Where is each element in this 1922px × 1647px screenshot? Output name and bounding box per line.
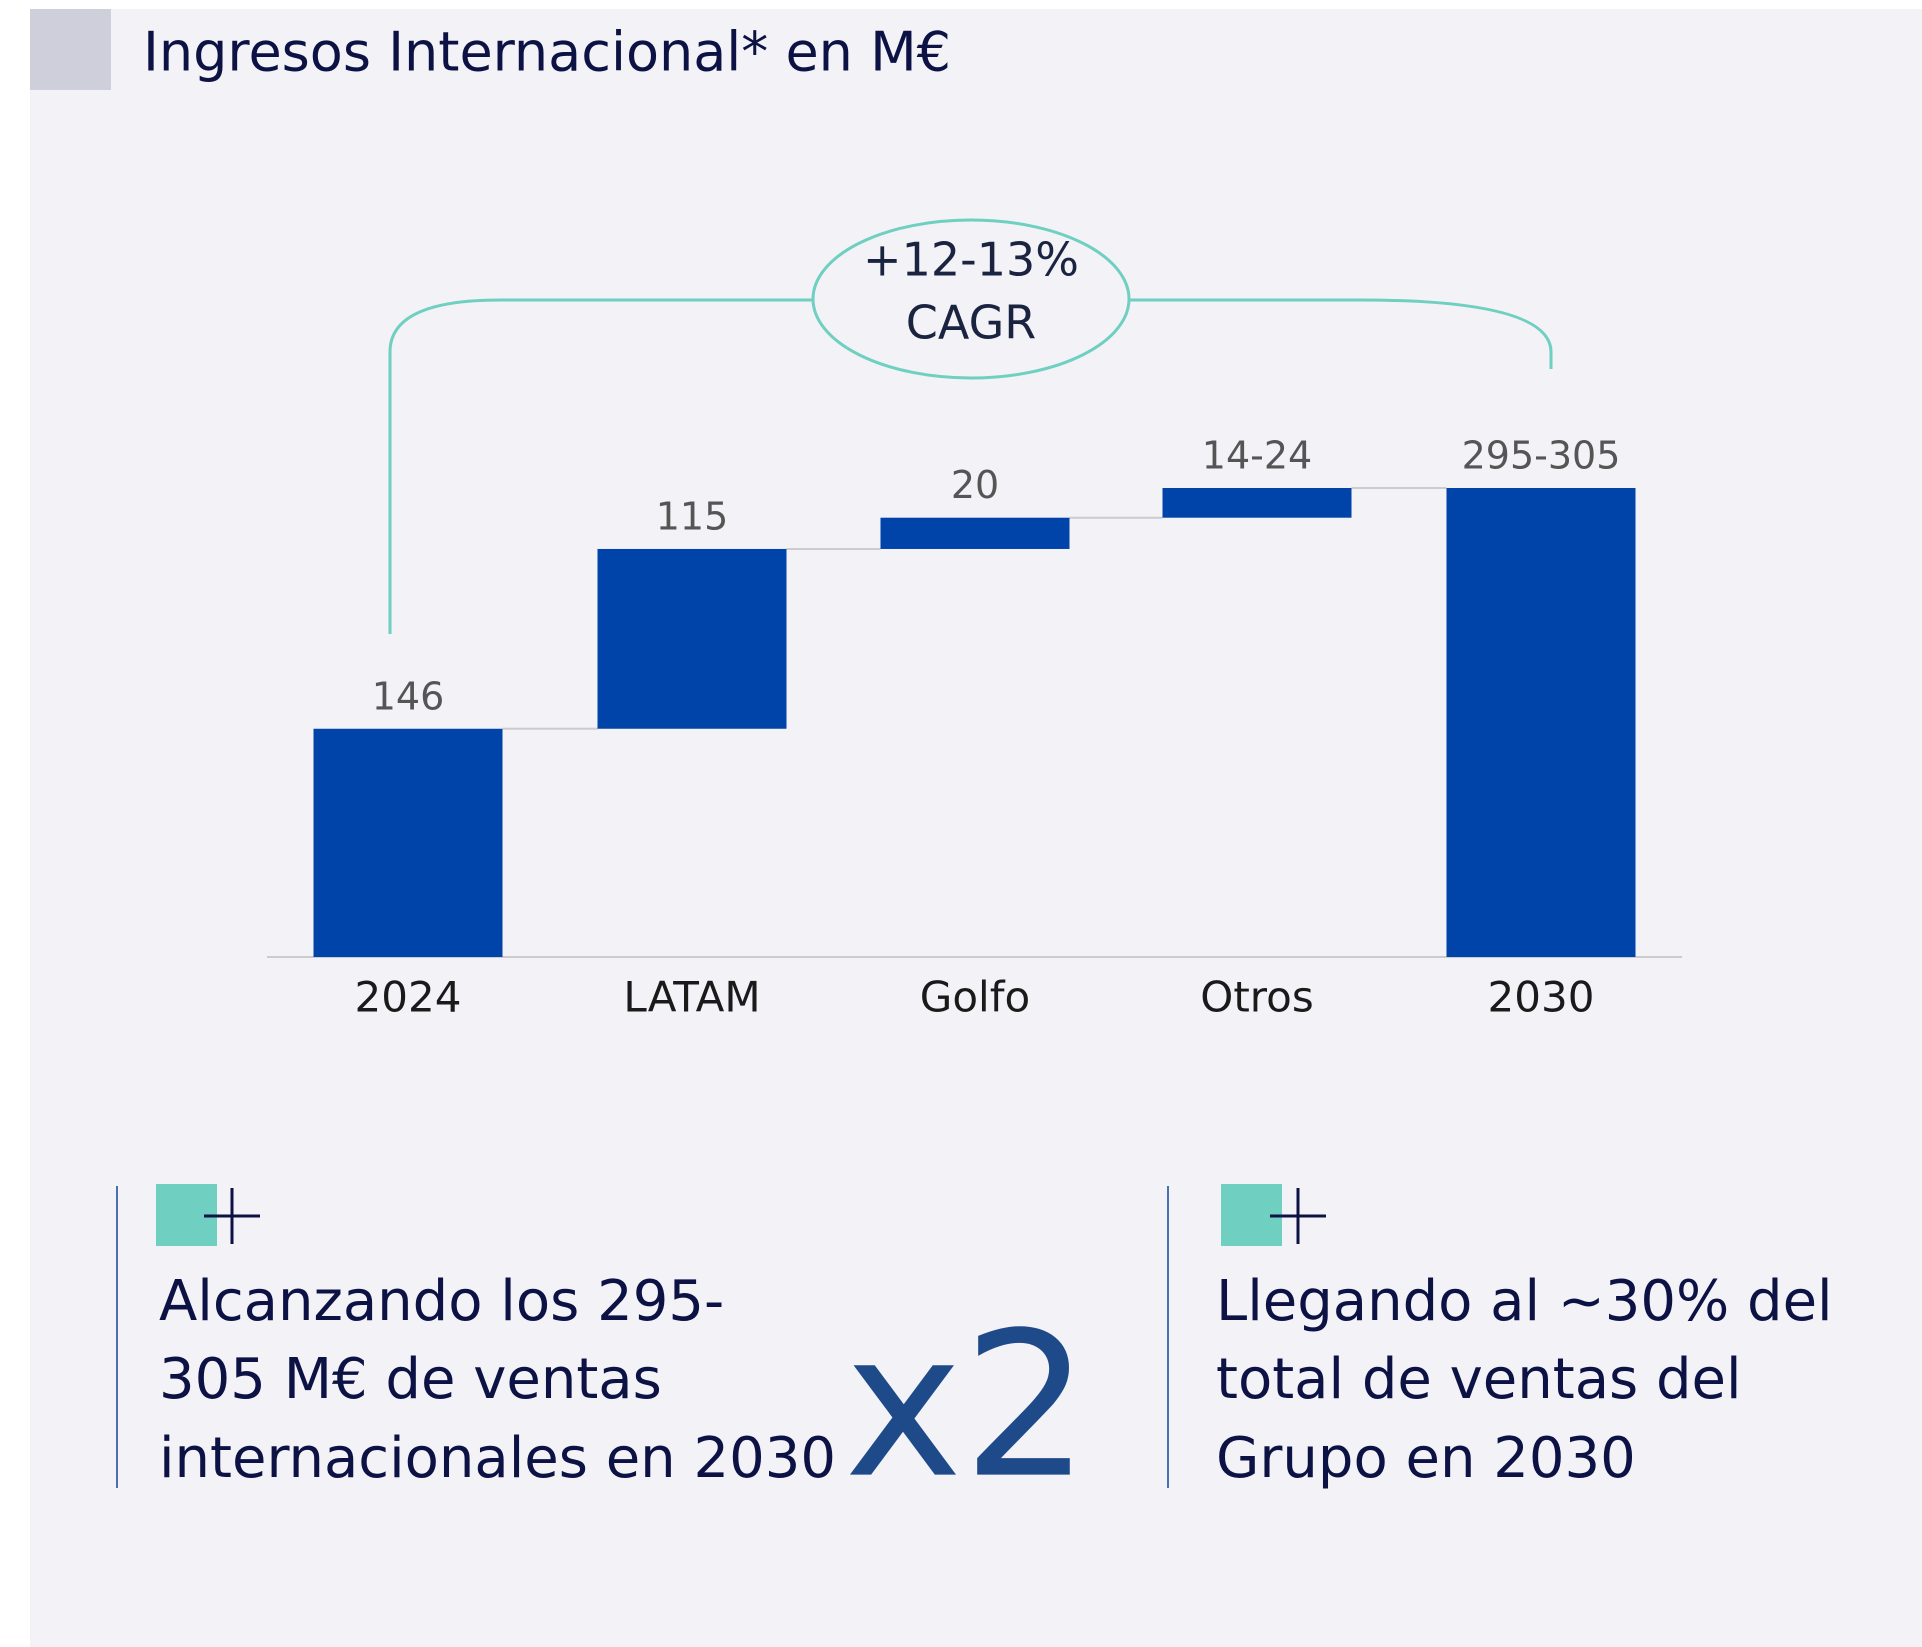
- plus-icon: [1270, 1188, 1326, 1244]
- bar: [597, 548, 787, 729]
- highlight-text: Grupo en 2030: [1216, 1426, 1636, 1491]
- bar: [1446, 488, 1636, 957]
- multiplier: x2: [844, 1290, 1090, 1523]
- x-tick-label: Otros: [1200, 973, 1313, 1022]
- cagr-ellipse: [811, 218, 1131, 380]
- cagr-value: +12-13%: [863, 233, 1079, 287]
- plus-icon: [204, 1188, 260, 1244]
- cagr-label: CAGR: [906, 296, 1036, 350]
- value-label: 115: [656, 494, 729, 538]
- x-tick-label: 2030: [1488, 973, 1595, 1022]
- cagr-bracket: [388, 298, 1553, 634]
- bar: [880, 517, 1070, 549]
- bar: [313, 728, 503, 957]
- value-label: 14-24: [1202, 434, 1312, 478]
- value-label: 146: [372, 674, 445, 718]
- value-label: 20: [951, 463, 999, 507]
- highlight-text: total de ventas del: [1216, 1347, 1742, 1412]
- highlight-text: 305 M€ de ventas: [159, 1347, 662, 1412]
- x-tick-label: LATAM: [623, 973, 760, 1022]
- highlight-text: Llegando al ~30% del: [1216, 1269, 1833, 1334]
- title-marker: [30, 9, 111, 90]
- x-tick-label: Golfo: [920, 973, 1030, 1022]
- chart-title: Ingresos Internacional* en M€: [143, 21, 951, 84]
- highlight-text: internacionales en 2030: [159, 1426, 836, 1491]
- value-label: 295-305: [1462, 434, 1621, 478]
- x-tick-label: 2024: [355, 973, 462, 1022]
- bar: [1162, 488, 1352, 518]
- highlight-text: Alcanzando los 295-: [159, 1269, 724, 1334]
